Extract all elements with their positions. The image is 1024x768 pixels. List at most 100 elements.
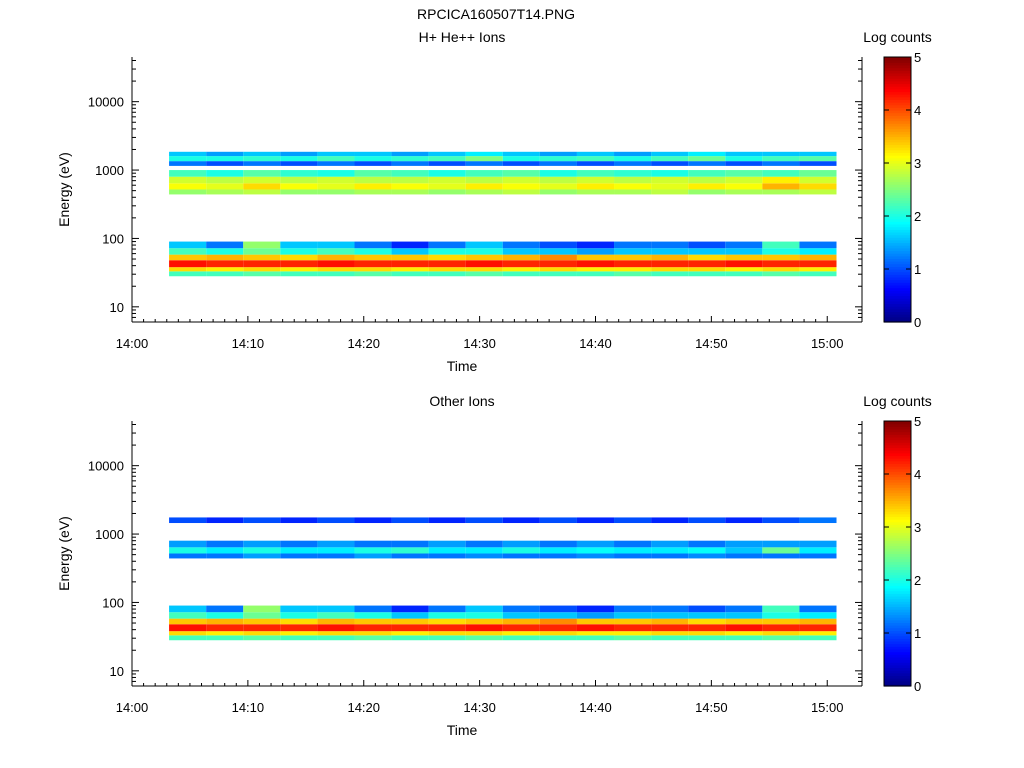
heatmap-cell <box>391 254 429 261</box>
x-axis-label: Time <box>447 722 478 738</box>
heatmap-cell <box>206 267 244 272</box>
heatmap-cell <box>762 631 800 636</box>
colorbar-segment <box>884 152 911 156</box>
colorbar-segment <box>884 115 911 119</box>
heatmap-cell <box>539 176 577 184</box>
colorbar-segment <box>884 78 911 82</box>
colorbar-segment <box>884 484 911 488</box>
heatmap-cell <box>762 624 800 632</box>
heatmap-cell <box>502 517 540 524</box>
colorbar-segment <box>884 160 911 164</box>
heatmap-cell <box>799 540 837 548</box>
heatmap-cell <box>576 241 615 249</box>
colorbar-segment <box>884 112 911 116</box>
heatmap-cell <box>614 618 652 625</box>
colorbar-segment <box>884 104 911 108</box>
heatmap-cell <box>799 267 837 272</box>
colorbar-segment <box>884 181 911 185</box>
heatmap-cell <box>317 241 355 249</box>
heatmap-cell <box>576 260 615 268</box>
heatmap-cell <box>428 553 466 559</box>
heatmap-cell <box>169 161 207 166</box>
colorbar-segment <box>884 617 911 621</box>
heatmap-cell <box>614 547 652 554</box>
colorbar-segment <box>884 577 911 581</box>
heatmap-cell <box>725 612 763 619</box>
colorbar-segment <box>884 651 911 655</box>
colorbar-segment <box>884 155 911 159</box>
heatmap-cell <box>614 189 652 195</box>
colorbar-segment <box>884 468 911 472</box>
heatmap-cell <box>576 612 615 619</box>
heatmap-cell <box>206 553 244 559</box>
heatmap-cell <box>688 189 726 195</box>
heatmap-cell <box>280 248 318 255</box>
colorbar-segment <box>884 678 911 682</box>
heatmap-cell <box>317 189 355 195</box>
heatmap-cell <box>576 517 615 524</box>
heatmap-cell <box>539 547 577 554</box>
heatmap-cell <box>651 635 689 641</box>
colorbar-segment <box>884 189 911 193</box>
colorbar-segment <box>884 640 911 645</box>
colorbar-segment <box>884 569 911 573</box>
heatmap-cell <box>614 241 652 249</box>
heatmap-cell <box>391 553 429 559</box>
heatmap-cell <box>280 267 318 272</box>
heatmap-cell <box>502 260 540 268</box>
heatmap-cell <box>169 635 207 641</box>
colorbar-segment <box>884 574 911 578</box>
heatmap-cell <box>651 618 689 625</box>
heatmap-cell <box>725 183 763 190</box>
heatmap-cell <box>317 176 355 184</box>
heatmap-cell <box>354 618 392 625</box>
colorbar-segment <box>884 593 911 597</box>
colorbar-segment <box>884 670 911 674</box>
heatmap-cell <box>280 635 318 641</box>
heatmap-cell <box>651 248 689 255</box>
heatmap-cell <box>206 540 244 548</box>
heatmap-cell <box>465 631 503 636</box>
heatmap-cell <box>206 161 244 166</box>
heatmap-cell <box>243 553 281 559</box>
colorbar-segment <box>884 94 911 98</box>
heatmap-cell <box>799 635 837 641</box>
heatmap-cell <box>725 635 763 641</box>
colorbar-segment <box>884 672 911 676</box>
colorbar-segment <box>884 168 911 172</box>
heatmap-cell <box>799 618 837 625</box>
heatmap-cell <box>243 241 281 249</box>
heatmap-cell <box>614 183 652 190</box>
colorbar-segment <box>884 479 911 483</box>
heatmap-cell <box>799 151 837 157</box>
colorbar-segment <box>884 431 911 435</box>
heatmap-cell <box>169 631 207 636</box>
heatmap-cell <box>243 624 281 632</box>
colorbar-segment <box>884 139 911 143</box>
colorbar-segment <box>884 157 911 161</box>
colorbar-segment <box>884 284 911 289</box>
heatmap-cell <box>317 254 355 261</box>
heatmap-cell <box>428 183 466 190</box>
heatmap-cell <box>539 267 577 272</box>
colorbar-segment <box>884 561 911 565</box>
heatmap-cell <box>169 267 207 272</box>
colorbar-segment <box>884 99 911 103</box>
heatmap-cell <box>317 170 355 177</box>
heatmap-cell <box>206 618 244 625</box>
x-tick-label: 14:00 <box>116 336 149 351</box>
heatmap-cell <box>614 170 652 177</box>
heatmap-cell <box>576 183 615 190</box>
heatmap-cell <box>502 624 540 632</box>
heatmap-cell <box>169 612 207 619</box>
colorbar-segment <box>884 303 911 307</box>
heatmap-cell <box>317 517 355 524</box>
heatmap-cell <box>799 260 837 268</box>
colorbar-segment <box>884 80 911 85</box>
colorbar-segment <box>884 274 911 278</box>
heatmap-cell <box>428 241 466 249</box>
heatmap-cell <box>614 605 652 613</box>
heatmap-cell <box>614 553 652 559</box>
x-tick-label: 14:40 <box>579 700 612 715</box>
heatmap-cell <box>206 183 244 190</box>
